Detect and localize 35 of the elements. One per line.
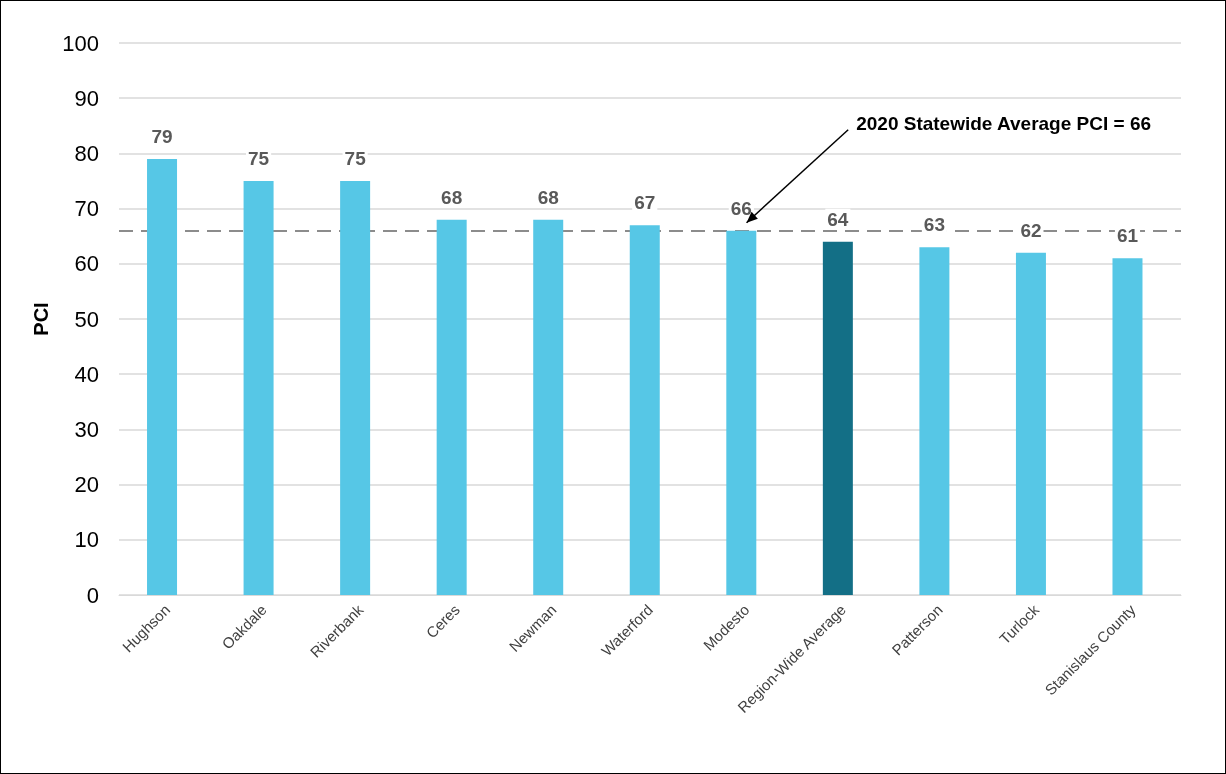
data-label: 63 — [923, 214, 945, 236]
bar — [340, 181, 371, 595]
data-label: 67 — [634, 192, 656, 214]
bar — [243, 181, 274, 595]
data-label: 68 — [537, 186, 559, 208]
bar — [822, 241, 853, 595]
y-tick-label: 20 — [74, 472, 99, 498]
y-tick-label: 80 — [74, 140, 99, 166]
data-label: 66 — [730, 197, 752, 219]
data-label: 75 — [344, 148, 367, 169]
y-tick-label: 100 — [62, 30, 99, 56]
y-tick-label: 60 — [74, 251, 99, 277]
ref-line-label: 2020 Statewide Average PCI = 66 — [856, 112, 1152, 134]
bar — [919, 247, 950, 595]
data-label: 64 — [827, 208, 849, 230]
y-tick-label: 40 — [74, 361, 99, 387]
bar — [1015, 252, 1046, 595]
y-tick-label: 90 — [74, 85, 99, 111]
data-label: 61 — [1116, 225, 1139, 247]
bar — [1112, 258, 1143, 595]
y-tick-label: 0 — [86, 582, 99, 608]
bar — [147, 158, 178, 595]
bar — [436, 219, 467, 595]
data-label: 62 — [1020, 219, 1042, 241]
bar — [533, 219, 564, 595]
data-label: 79 — [151, 125, 173, 147]
y-tick-label: 30 — [74, 416, 99, 442]
data-label: 75 — [248, 148, 270, 169]
y-axis-title: PCI — [30, 302, 53, 336]
y-tick-label: 70 — [74, 196, 99, 222]
y-tick-label: 50 — [74, 306, 99, 332]
bar — [726, 230, 757, 595]
y-tick-label: 10 — [74, 527, 99, 553]
bar — [629, 225, 660, 595]
data-label: 68 — [441, 186, 463, 208]
